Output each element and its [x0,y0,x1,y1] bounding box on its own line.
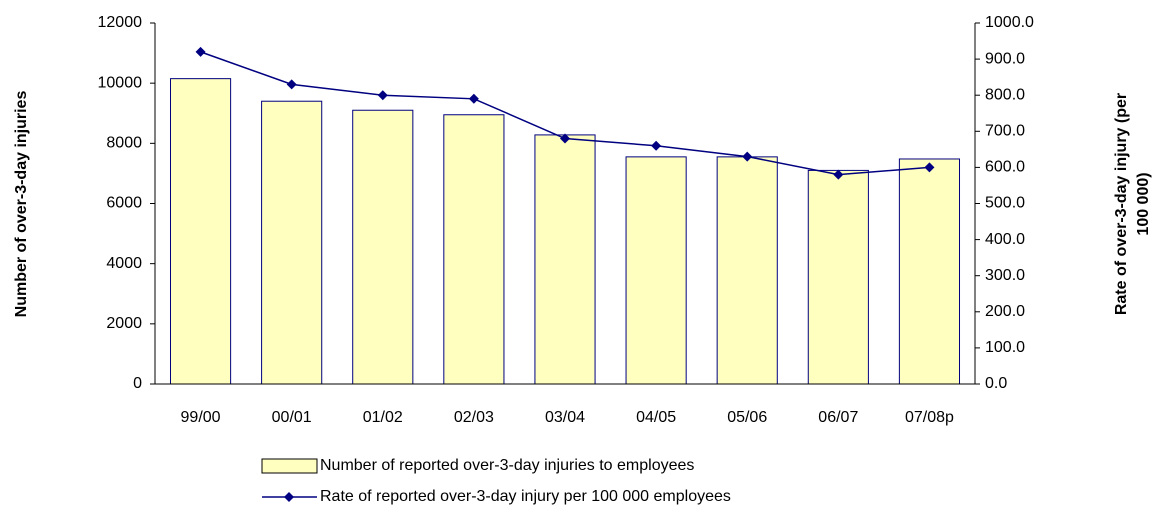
y2-tick-label: 500.0 [985,195,1025,212]
x-tick-label: 99/00 [181,409,221,426]
legend-marker [284,492,294,502]
x-tick-label: 00/01 [272,409,312,426]
y2-tick-label: 0.0 [985,375,1007,392]
y-tick-label: 2000 [106,315,142,332]
marker [560,133,570,144]
bar [898,158,961,385]
marker [651,140,662,151]
x-tick-label: 07/08p [905,409,954,426]
bar [807,169,869,385]
bar [352,109,414,385]
y-tick-label: 4000 [106,255,142,272]
y-tick-label: 12000 [98,14,143,31]
y-axis-title: Number of over-3-day injuries [13,91,30,318]
bar [534,134,596,385]
y2-axis-title: 100 000) [1135,172,1152,235]
x-tick-label: 03/04 [545,409,585,426]
bar [625,156,687,385]
marker [195,46,206,57]
y2-tick-label: 300.0 [985,267,1025,284]
x-tick-label: 02/03 [454,409,494,426]
y-tick-label: 10000 [98,74,143,91]
x-tick-label: 04/05 [636,409,676,426]
y-tick-label: 8000 [106,135,142,152]
bar [169,78,232,385]
y-tick-label: 6000 [106,195,142,212]
y2-tick-label: 400.0 [985,231,1025,248]
x-tick-label: 06/07 [818,409,858,426]
y2-axis-title: Rate of over-3-day injury (per [1113,93,1130,315]
bar [261,100,323,385]
marker [286,79,297,90]
x-tick-label: 01/02 [363,409,403,426]
marker [468,93,479,104]
y2-tick-label: 800.0 [985,86,1025,103]
marker [833,169,844,180]
x-tick-label: 05/06 [727,409,767,426]
y2-axis-title-group: Rate of over-3-day injury (per 100 000) [1113,93,1152,315]
legend-label: Rate of reported over-3-day injury per 1… [320,488,731,505]
y2-tick-label: 200.0 [985,303,1025,320]
marker [742,151,753,162]
y2-tick-label: 100.0 [985,339,1025,356]
y2-tick-label: 1000.0 [985,14,1034,31]
legend-label: Number of reported over-3-day injuries t… [320,457,694,474]
y2-tick-label: 600.0 [985,159,1025,176]
legend-swatch [261,458,318,474]
marker [377,90,388,101]
y-tick-label: 0 [133,375,142,392]
bar [443,114,505,385]
marker [924,162,935,173]
bar [716,156,778,385]
y2-tick-label: 900.0 [985,50,1025,67]
y2-tick-label: 700.0 [985,123,1025,140]
